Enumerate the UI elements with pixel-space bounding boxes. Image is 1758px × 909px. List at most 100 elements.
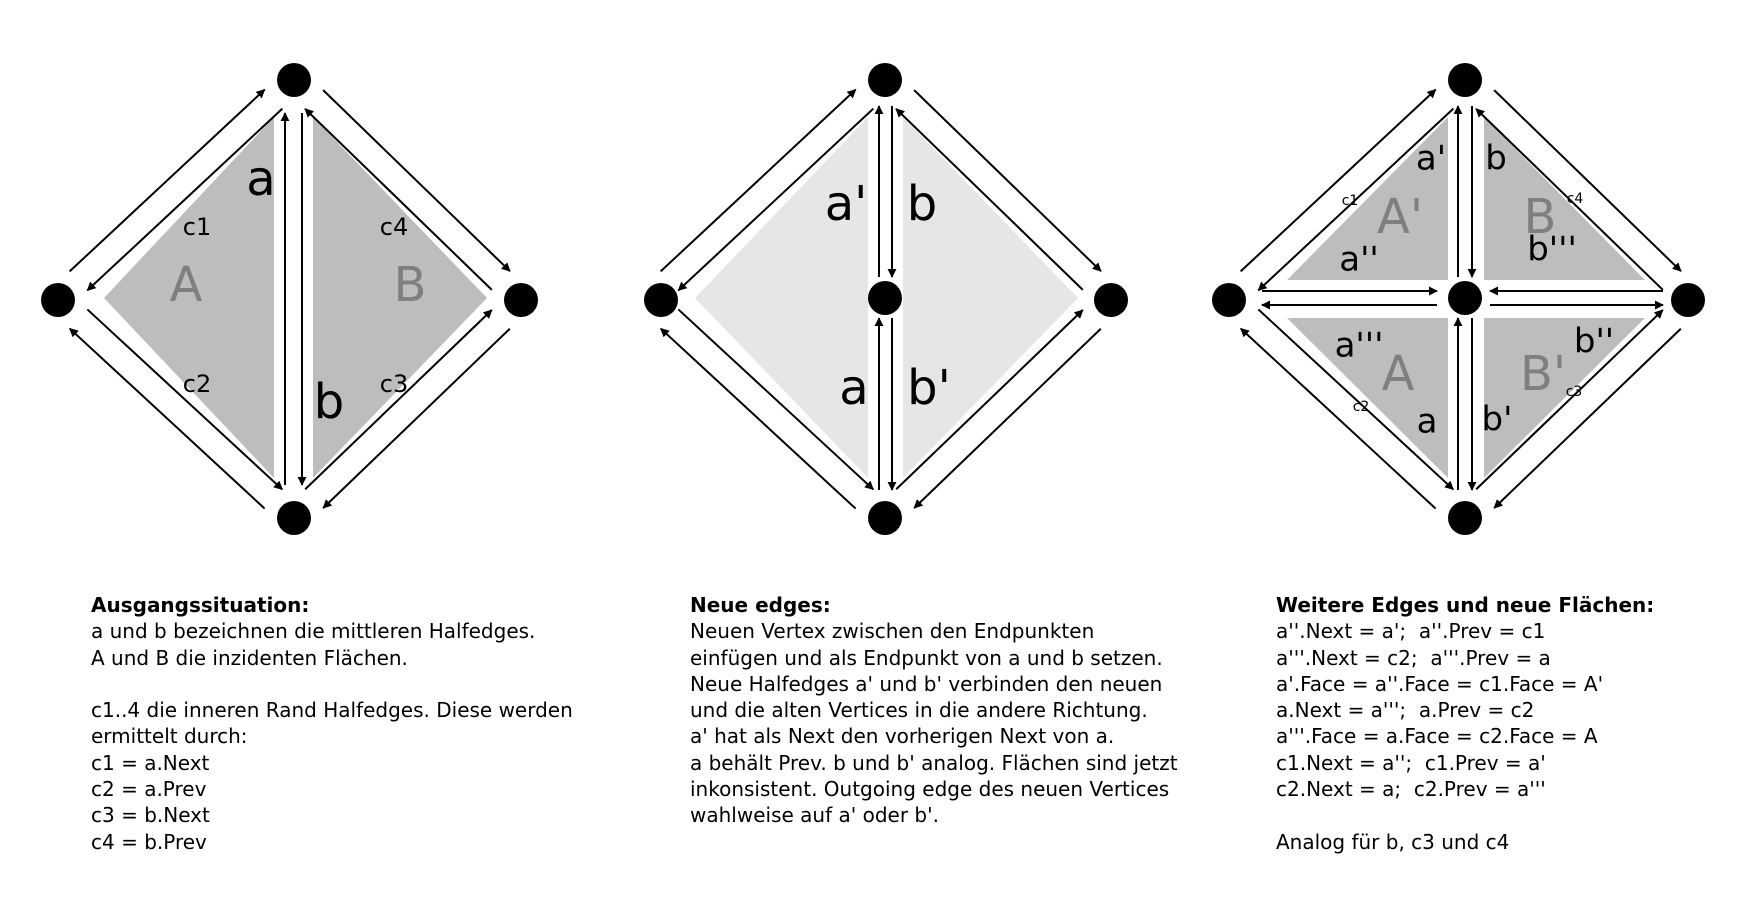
inner-halfedge <box>1475 108 1664 291</box>
caption-line: c2.Next = a; c2.Prev = a''' <box>1276 777 1546 802</box>
outer-halfedge <box>913 89 1102 272</box>
edge-label: b <box>314 374 344 430</box>
outer-halfedge <box>322 328 511 509</box>
caption-title: Neue edges: <box>690 593 831 617</box>
caption-line: Analog für b, c3 und c4 <box>1276 829 1510 854</box>
outer-halfedge <box>1240 327 1437 510</box>
outer-halfedge <box>659 88 857 273</box>
caption-lines: Neuen Vertex zwischen den Endpunkten einf… <box>690 618 1178 828</box>
face-B <box>313 117 487 478</box>
corner-label: c2 <box>183 370 211 398</box>
corner-label: c2 <box>1353 399 1370 415</box>
outer-halfedge <box>1493 328 1682 509</box>
corner-label: c3 <box>1566 384 1583 400</box>
vertex <box>868 501 902 535</box>
corner-label: c4 <box>380 213 408 241</box>
vertex <box>1448 63 1482 97</box>
outer-halfedge <box>68 88 266 273</box>
face-A <box>1287 318 1448 478</box>
caption-new-faces: Weitere Edges und neue Flächen: a''.Next… <box>1276 592 1654 855</box>
caption-line: c1 = a.Next <box>91 750 210 775</box>
vertex <box>644 283 678 317</box>
corner-label: c4 <box>1567 191 1584 207</box>
caption-title: Weitere Edges und neue Flächen: <box>1276 593 1655 617</box>
panel-new-edges: a' b a b' <box>644 63 1128 535</box>
outer-halfedge <box>69 327 266 510</box>
inner-halfedge <box>1257 308 1454 491</box>
outer-halfedge <box>1239 88 1437 273</box>
inner-halfedge <box>1475 309 1664 490</box>
caption-line: c3 = b.Next <box>91 803 210 828</box>
vertex <box>41 283 75 317</box>
caption-line: c1..4 die inneren Rand Halfedges. Diese … <box>91 698 573 723</box>
face-left <box>695 117 868 478</box>
vertex <box>868 281 902 315</box>
face-label: A <box>1382 346 1415 402</box>
panel-new-faces: A' B A B' a' b a'' b''' a''' b'' a b' c1 c4 c2 c3 <box>1212 63 1705 535</box>
edge-label: b' <box>907 360 951 416</box>
edge-label: b <box>907 176 937 232</box>
face-label: A' <box>1377 189 1423 245</box>
face-label: B <box>394 257 427 313</box>
edge-label: b''' <box>1527 230 1577 270</box>
inner-halfedge <box>895 108 1084 291</box>
inner-halfedge <box>1257 107 1455 292</box>
inner-halfedge <box>677 308 874 491</box>
caption-lines: a und b bezeichnen die mittleren Halfedg… <box>91 618 573 855</box>
vertex <box>1448 281 1482 315</box>
face-B <box>1484 117 1645 280</box>
caption-lines: a''.Next = a'; a''.Prev = c1 a'''.Next = … <box>1276 618 1654 855</box>
caption-line: a' hat als Next den vorherigen Next von … <box>690 724 1115 749</box>
vertex <box>1094 283 1128 317</box>
caption-line: a'''.Face = a.Face = c2.Face = A <box>1276 724 1598 749</box>
caption-new-edges: Neue edges: Neuen Vertex zwischen den En… <box>690 592 1178 829</box>
face-label: B <box>1524 189 1557 245</box>
edge-label: a' <box>825 176 868 232</box>
caption-line: c4 = b.Prev <box>91 829 207 854</box>
face-label: B' <box>1520 346 1566 402</box>
outer-halfedge <box>1493 89 1682 272</box>
edge-label: a'' <box>1339 240 1379 280</box>
edge-label: a''' <box>1335 326 1384 366</box>
caption-line: c1.Next = a''; c1.Prev = a' <box>1276 750 1546 775</box>
caption-line: einfügen und als Endpunkt von a und b se… <box>690 645 1163 670</box>
edge-label: b' <box>1482 400 1513 440</box>
vertex <box>504 283 538 317</box>
caption-line: A und B die inzidenten Flächen. <box>91 645 408 670</box>
caption-line: Neuen Vertex zwischen den Endpunkten <box>690 619 1095 644</box>
outer-halfedge <box>322 89 511 272</box>
caption-line: inkonsistent. Outgoing edge des neuen Ve… <box>690 777 1170 802</box>
caption-title: Ausgangssituation: <box>91 593 310 617</box>
caption-line: a'''.Next = c2; a'''.Prev = a <box>1276 645 1551 670</box>
vertex <box>868 63 902 97</box>
caption-line: Neue Halfedges a' und b' verbinden den n… <box>690 671 1163 696</box>
face-label: A <box>170 257 203 313</box>
inner-halfedge <box>86 107 284 292</box>
inner-halfedge <box>86 308 283 491</box>
caption-line: und die alten Vertices in die andere Ric… <box>690 698 1148 723</box>
caption-line: wahlweise auf a' oder b'. <box>690 803 939 828</box>
corner-label: c3 <box>380 370 408 398</box>
face-A <box>104 117 274 478</box>
halfedge-diagram: A Ba b c1 c4 c2 c3 a' b a b' A' B A B' a' b a'' b''' a'''… <box>41 63 1705 535</box>
outer-halfedge <box>660 327 857 510</box>
face-right <box>903 117 1078 478</box>
caption-spacer <box>91 671 573 697</box>
edge-label: b <box>1485 139 1507 179</box>
caption-line: a''.Next = a'; a''.Prev = c1 <box>1276 619 1546 644</box>
edge-label: a' <box>1416 139 1446 179</box>
face-A-prime <box>1287 117 1448 280</box>
edge-label: b'' <box>1574 322 1614 362</box>
inner-halfedge <box>304 108 493 291</box>
edge-label: a <box>246 151 275 207</box>
inner-halfedge <box>895 309 1084 490</box>
caption-line: a und b bezeichnen die mittleren Halfedg… <box>91 619 536 644</box>
caption-line: c2 = a.Prev <box>91 777 207 802</box>
vertex <box>1448 501 1482 535</box>
caption-line: a'.Face = a''.Face = c1.Face = A' <box>1276 671 1604 696</box>
caption-spacer <box>1276 802 1654 828</box>
inner-halfedge <box>677 107 875 292</box>
caption-initial: Ausgangssituation: a und b bezeichnen di… <box>91 592 573 855</box>
panel-initial: A Ba b c1 c4 c2 c3 <box>41 63 538 535</box>
vertex <box>277 501 311 535</box>
